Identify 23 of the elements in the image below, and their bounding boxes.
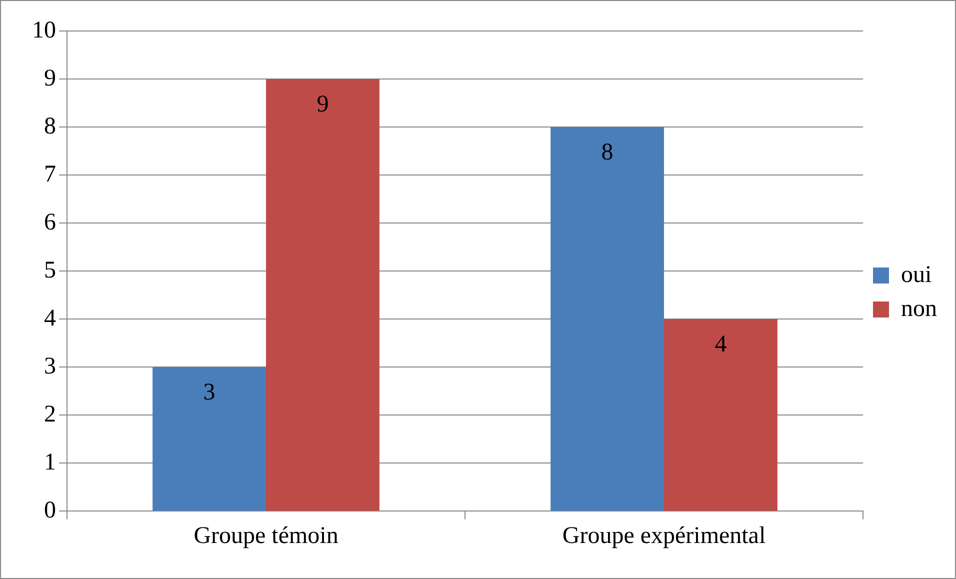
y-tick-label: 0 bbox=[44, 497, 56, 524]
bar bbox=[266, 79, 380, 511]
y-tick-label: 3 bbox=[44, 353, 56, 380]
y-tick-label: 8 bbox=[44, 113, 56, 140]
legend-label: oui bbox=[901, 262, 932, 288]
y-tick-label: 10 bbox=[32, 17, 56, 44]
y-tick-label: 7 bbox=[44, 161, 56, 188]
bar bbox=[664, 319, 778, 511]
data-label: 4 bbox=[714, 331, 727, 358]
y-tick-label: 9 bbox=[44, 65, 56, 92]
data-label: 9 bbox=[316, 91, 329, 118]
bar bbox=[152, 367, 266, 511]
y-tick-label: 4 bbox=[44, 305, 56, 332]
x-tick-label: Groupe témoin bbox=[194, 522, 338, 549]
y-tick-label: 5 bbox=[44, 257, 56, 284]
y-tick-label: 1 bbox=[44, 449, 56, 476]
data-label: 3 bbox=[203, 379, 216, 406]
bar bbox=[550, 127, 664, 511]
legend-label: non bbox=[901, 296, 937, 322]
y-tick-label: 6 bbox=[44, 209, 56, 236]
x-tick-label: Groupe expérimental bbox=[562, 522, 766, 549]
data-label: 8 bbox=[601, 139, 614, 166]
y-tick-label: 2 bbox=[44, 401, 56, 428]
